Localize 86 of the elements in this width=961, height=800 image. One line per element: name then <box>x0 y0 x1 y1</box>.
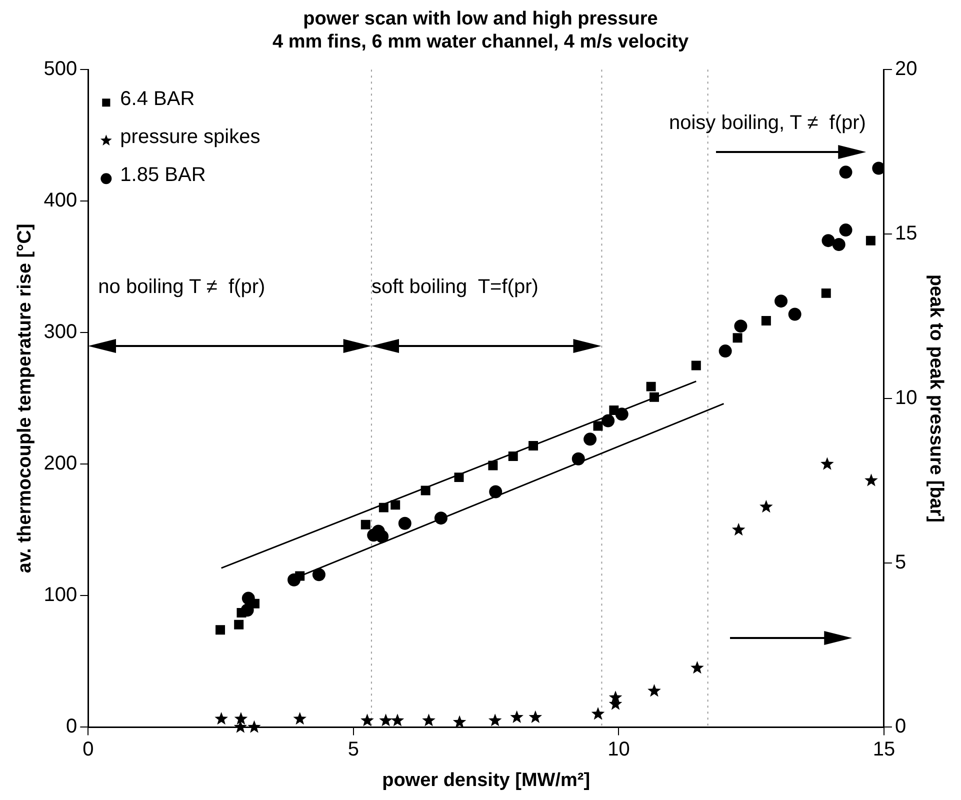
point <box>454 472 464 482</box>
point <box>376 530 389 543</box>
legend-label: 6.4 BAR <box>120 88 195 110</box>
point <box>390 500 400 510</box>
point <box>360 714 374 726</box>
y-tick-label: 400 <box>44 190 78 212</box>
point <box>488 460 498 470</box>
y-tick-label: 200 <box>44 452 78 475</box>
point <box>390 714 404 726</box>
point <box>864 474 878 486</box>
point <box>718 344 732 358</box>
point <box>832 238 846 252</box>
y2-tick-label: 10 <box>894 386 918 409</box>
y-tick-label: 500 <box>44 58 78 80</box>
point <box>646 382 656 392</box>
point <box>510 710 524 723</box>
point <box>234 712 248 725</box>
point <box>488 714 502 726</box>
y-axis-title: av. thermocouple temperature rise [°C] <box>14 224 36 574</box>
legend-label: 1.85 BAR <box>120 164 206 186</box>
point <box>452 715 466 728</box>
x-tick-label: 10 <box>608 738 630 761</box>
point <box>820 457 834 470</box>
point <box>250 598 260 608</box>
point <box>572 452 585 466</box>
chart-subtitle: 4 mm fins, 6 mm water channel, 4 m/s velocity <box>272 31 689 52</box>
point <box>648 684 661 697</box>
y2-tick-label: 20 <box>894 58 918 80</box>
point <box>866 236 876 246</box>
point <box>420 486 430 496</box>
point <box>528 441 538 450</box>
point <box>422 714 436 726</box>
point <box>248 720 261 733</box>
point <box>295 571 305 581</box>
x-tick-label: 5 <box>348 738 359 761</box>
point <box>734 320 748 333</box>
point <box>774 294 788 308</box>
point <box>489 485 502 498</box>
point <box>234 620 244 630</box>
point <box>293 712 307 725</box>
point <box>434 512 448 525</box>
x-tick-label: 15 <box>872 738 896 761</box>
point <box>214 712 228 725</box>
annotation: soft boiling T=f(pr) <box>371 276 538 298</box>
y2-tick-label: 15 <box>894 222 918 245</box>
point <box>649 392 659 402</box>
point <box>591 707 605 720</box>
point <box>822 234 835 248</box>
point <box>508 452 518 462</box>
point <box>788 308 802 321</box>
y2-axis-title: peak to peak pressure [bar] <box>925 274 946 522</box>
point <box>398 516 412 530</box>
y-tick-label: 100 <box>44 584 78 606</box>
chart-title: power scan with low and high pressure <box>303 8 658 30</box>
point <box>761 316 771 326</box>
point <box>216 625 226 635</box>
point <box>528 710 542 723</box>
point <box>584 432 597 446</box>
point <box>732 333 742 343</box>
point <box>839 224 852 237</box>
y-tick-label: 300 <box>44 321 78 344</box>
point <box>872 162 884 175</box>
point <box>360 520 370 530</box>
y2-tick-label: 5 <box>894 551 906 574</box>
legend-label: pressure spikes <box>120 126 260 148</box>
point <box>602 414 615 428</box>
point <box>312 568 326 582</box>
point <box>690 661 704 674</box>
point <box>608 690 622 704</box>
x-axis-title: power density [MW/m²] <box>382 770 590 791</box>
point <box>609 405 619 415</box>
point <box>760 500 773 513</box>
point <box>839 166 852 179</box>
point <box>234 720 248 733</box>
x-tick-label: 0 <box>82 738 94 761</box>
point <box>593 421 603 431</box>
annotation: noisy boiling, T ≠ f(pr) <box>668 112 866 134</box>
point <box>821 288 831 298</box>
point <box>379 714 392 726</box>
point <box>236 608 246 618</box>
point <box>691 360 701 370</box>
y-tick-label: 0 <box>66 716 78 738</box>
point <box>732 522 746 536</box>
point <box>378 502 388 512</box>
y2-tick-label: 0 <box>894 716 906 738</box>
annotation: no boiling T ≠ f(pr) <box>98 276 266 298</box>
